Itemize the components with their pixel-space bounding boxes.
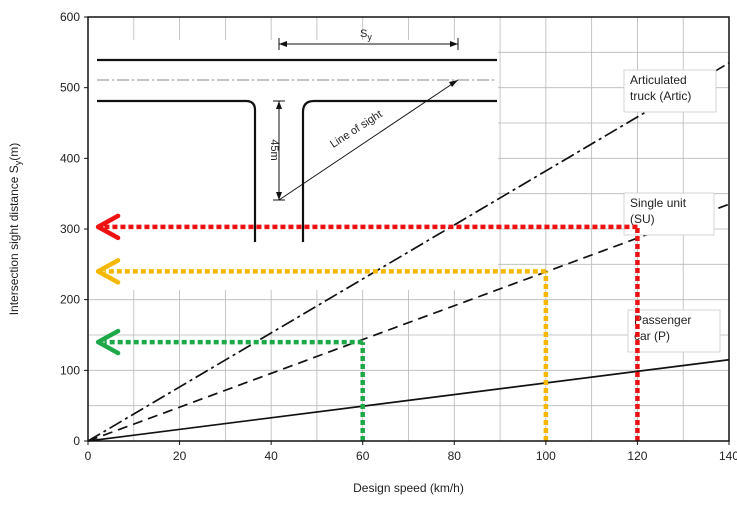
inset-background (88, 40, 498, 290)
x-tick-label: 0 (85, 449, 92, 463)
annotation-arrow-60 (95, 328, 121, 356)
series-label-text: car (P) (634, 329, 670, 343)
axes: 0 20 40 60 80 100 120 140 0 100 200 300 400 500 600 (60, 10, 737, 463)
depth-arrow-top (276, 101, 282, 109)
y-tick-label: 400 (60, 151, 80, 165)
series-label-text: Articulated (630, 73, 687, 87)
series-label-text: truck (Artic) (630, 89, 691, 103)
sight-distance-label: Sy (360, 28, 372, 42)
series-label-text: Passenger (634, 313, 691, 327)
series-label-text: Single unit (630, 196, 687, 210)
line-of-sight-arrow (449, 80, 458, 87)
series-label-text: (SU) (630, 212, 655, 226)
x-tick-label: 40 (264, 449, 278, 463)
sight-arrow-right (450, 41, 458, 47)
x-tick-label: 80 (448, 449, 462, 463)
y-axis-title: Intersection sight distance Sy(m) (7, 143, 23, 316)
y-tick-label: 300 (60, 222, 80, 236)
series-lines (87, 62, 730, 442)
depth-arrow-bottom (276, 192, 282, 200)
depth-label: 45m (268, 139, 280, 160)
x-tick-label: 120 (627, 449, 647, 463)
y-tick-label: 0 (73, 434, 80, 448)
road-edge-right (301, 99, 497, 242)
x-axis-title: Design speed (km/h) (353, 481, 464, 495)
series-label-box (627, 309, 721, 353)
line-of-sight (278, 79, 459, 201)
x-tick-label: 20 (173, 449, 187, 463)
series-line-3 (87, 358, 730, 442)
intersection-inset: Sy 45m Line of sight (88, 28, 498, 290)
x-tick-label: 100 (536, 449, 556, 463)
speed-annotations (95, 213, 640, 441)
road-edge-left (97, 99, 257, 242)
x-tick-label: 60 (356, 449, 370, 463)
annotation-arrow-120 (95, 213, 121, 241)
series-labels: Articulated truck (Artic) Single unit (SU) P… (623, 69, 721, 353)
series-label-box (623, 69, 717, 113)
series-line-1 (87, 62, 730, 442)
y-tick-label: 500 (60, 81, 80, 95)
y-tick-label: 100 (60, 363, 80, 377)
series-line-2 (87, 203, 730, 442)
sight-arrow-left (279, 41, 287, 47)
y-tick-label: 600 (60, 10, 80, 24)
y-tick-label: 200 (60, 293, 80, 307)
x-tick-label: 140 (719, 449, 737, 463)
annotation-arrow-100 (95, 258, 121, 285)
